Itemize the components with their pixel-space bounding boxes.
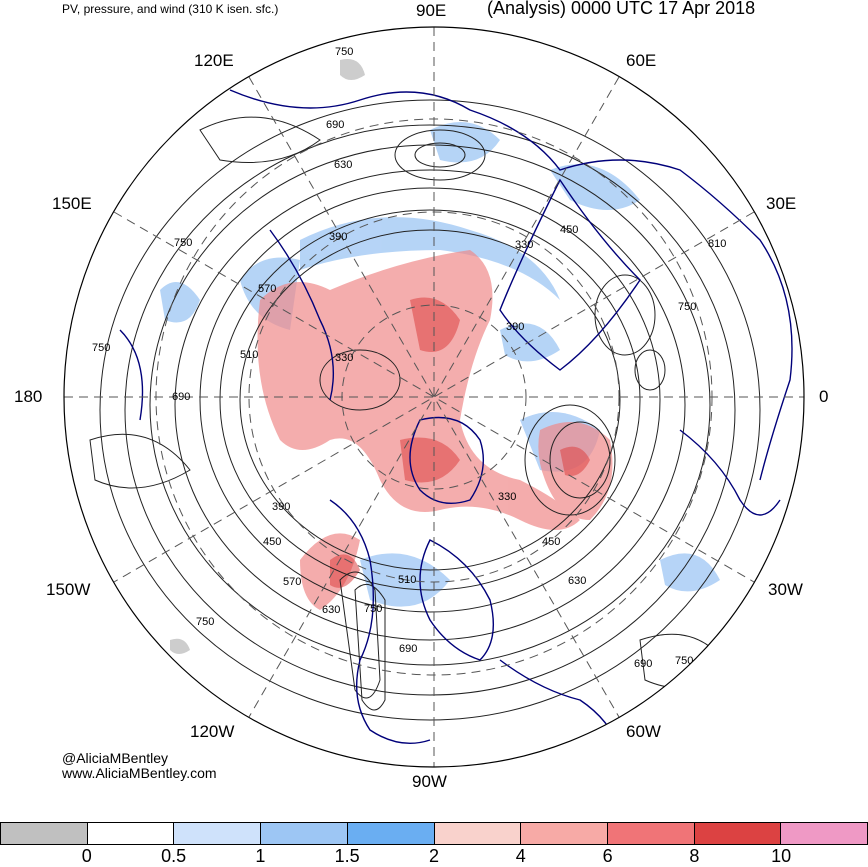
valid-time-title: (Analysis) 0000 UTC 17 Apr 2018: [487, 0, 756, 18]
lon-label-90w: 90W: [412, 772, 447, 791]
lon-label-180: 180: [14, 387, 43, 406]
lon-label-120e: 120E: [194, 51, 234, 70]
coastlines: [119, 89, 793, 751]
lon-label-30e: 30E: [766, 194, 797, 213]
contour-label: 750: [678, 301, 696, 313]
contour-label: 750: [675, 655, 693, 667]
contour-label: 450: [263, 536, 281, 548]
colorbar-swatch: [173, 822, 261, 845]
lon-label-120w: 120W: [190, 722, 235, 741]
credit-handle: @AliciaMBentley: [62, 750, 169, 766]
contour-label: 690: [172, 391, 190, 403]
colorbar-tick-label: 10: [771, 846, 792, 866]
colorbar-swatch: [260, 822, 347, 845]
colorbar-tick-label: 2: [428, 846, 440, 866]
contour-label: 390: [506, 321, 524, 333]
lon-label-90e: 90E: [416, 1, 447, 20]
colorbar-swatch: [780, 822, 868, 845]
polar-map: 750 810 690 630 570 510 450 390 330 750 …: [63, 26, 805, 768]
colorbar-swatch: [606, 822, 694, 845]
pv-shading-core: [330, 297, 590, 588]
contour-label: 510: [240, 349, 258, 361]
lon-label-30w: 30W: [768, 580, 803, 599]
contour-label: 570: [283, 576, 301, 588]
graticule: [64, 27, 804, 767]
lon-label-0: 0: [819, 387, 829, 406]
colorbar-tick-label: 1: [255, 846, 266, 866]
contour-label: 750: [174, 237, 192, 249]
colorbar-swatch: [433, 822, 521, 845]
colorbar-swatch: [520, 822, 607, 845]
contour-label: 570: [258, 283, 276, 295]
contour-label: 750: [364, 603, 382, 615]
lon-label-60w: 60W: [626, 722, 661, 741]
contour-label: 810: [708, 238, 726, 250]
colorbar: [0, 822, 868, 845]
colorbar-tick-label: 0.5: [161, 846, 187, 866]
contour-label: 630: [322, 604, 340, 616]
contour-label: 390: [329, 231, 347, 243]
contour-label: 690: [634, 658, 652, 670]
colorbar-tick-label: 4: [515, 846, 526, 866]
contour-label: 450: [560, 224, 578, 236]
colorbar-tick-label: 8: [689, 846, 700, 866]
contour-labels: 750 810 690 630 570 510 450 390 330 750 …: [92, 46, 726, 670]
product-title: PV, pressure, and wind (310 K isen. sfc.…: [62, 2, 279, 16]
colorbar-tick-label: 0: [81, 846, 92, 866]
contour-label: 750: [92, 342, 110, 354]
contour-label: 450: [542, 536, 560, 548]
map-disk: 750 810 690 630 570 510 450 390 330 750 …: [64, 27, 804, 767]
contour-label: 750: [196, 616, 214, 628]
contour-label: 630: [334, 159, 352, 171]
pressure-contours: [89, 99, 761, 721]
colorbar-swatch: [346, 822, 434, 845]
credit-website[interactable]: www.AliciaMBentley.com: [62, 765, 217, 781]
contour-label: 330: [498, 491, 516, 503]
contour-label: 510: [398, 574, 416, 586]
colorbar-swatch: [0, 822, 87, 845]
contour-label: 330: [515, 239, 533, 251]
contour-label: 750: [335, 46, 353, 58]
contour-label: 690: [399, 643, 417, 655]
lon-label-60e: 60E: [626, 51, 657, 70]
lon-label-150e: 150E: [52, 194, 92, 213]
contour-label: 630: [568, 575, 586, 587]
contour-label: 690: [326, 119, 344, 131]
contour-label: 390: [272, 501, 290, 513]
contour-label: 330: [335, 352, 353, 364]
colorbar-swatch: [86, 822, 174, 845]
map-boundary: [63, 26, 805, 768]
colorbar-tick-label: 6: [602, 846, 613, 866]
colorbar-swatch: [693, 822, 781, 845]
colorbar-tick-label: 1.5: [334, 846, 360, 866]
lon-label-150w: 150W: [46, 580, 91, 599]
